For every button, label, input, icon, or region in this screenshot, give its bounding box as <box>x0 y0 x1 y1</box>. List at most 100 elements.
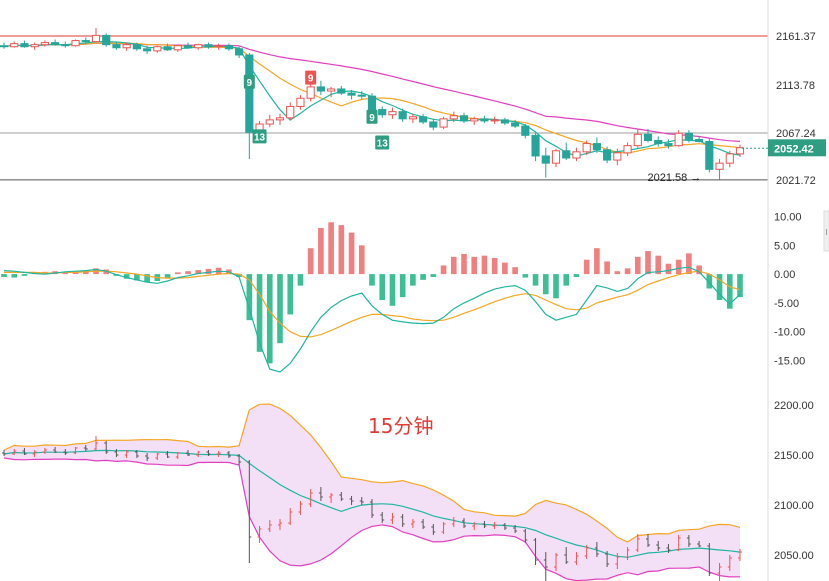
ma-slow-line <box>3 42 741 142</box>
candle-body <box>61 44 70 47</box>
bollinger-lower-line <box>3 457 741 581</box>
boll-tick-label: 2200.00 <box>774 400 814 412</box>
candle-body <box>235 48 244 56</box>
candle-body <box>337 88 346 94</box>
candle-body <box>286 105 295 119</box>
macd-histogram-bar <box>389 274 396 306</box>
macd-histogram-bar <box>1 274 7 277</box>
candle-body <box>603 149 612 161</box>
macd-dea-line <box>4 270 741 338</box>
macd-histogram-bar <box>604 261 610 275</box>
candle-body <box>633 133 642 147</box>
macd-histogram-bar <box>491 257 498 275</box>
macd-histogram-bar <box>522 274 529 278</box>
macd-histogram-bar <box>563 274 570 286</box>
macd-histogram-bar <box>512 267 518 275</box>
candle-body <box>715 162 724 170</box>
timeframe-caption: 15分钟 <box>368 414 433 438</box>
candle-body <box>224 45 233 50</box>
candle-body <box>183 45 193 49</box>
candle-body <box>102 34 111 46</box>
boll-tick-label: 2150.00 <box>774 450 814 462</box>
candle-body <box>327 88 336 92</box>
candle-body <box>30 44 39 48</box>
scroll-handle[interactable] <box>823 210 829 252</box>
candle-body <box>122 44 131 49</box>
candle-body <box>459 115 469 122</box>
macd-histogram-bar <box>307 248 314 275</box>
candle-body <box>582 143 591 153</box>
candle-body <box>419 116 428 123</box>
macd-histogram-bar <box>205 268 212 275</box>
candle-body <box>388 111 397 116</box>
macd-histogram-bar <box>696 265 702 275</box>
macd-histogram-bar <box>369 274 375 286</box>
candle-body <box>531 134 540 157</box>
candle-body <box>470 118 479 122</box>
bollinger-upper-line <box>3 403 741 543</box>
price-tick-label: 2067.24 <box>776 128 816 140</box>
macd-tick-label: 5.00 <box>774 240 795 252</box>
macd-histogram-bar <box>532 274 539 286</box>
candle-body <box>398 111 407 120</box>
candle-body <box>40 42 49 46</box>
macd-tick-label: 10.00 <box>774 212 802 224</box>
candle-body <box>163 46 172 51</box>
candle-body <box>643 133 653 141</box>
macd-histogram-bar <box>716 274 723 301</box>
macd-histogram-bar <box>195 270 202 275</box>
candle-body <box>214 45 223 48</box>
candle-body <box>705 141 714 170</box>
price-tick-label: 2021.72 <box>776 175 816 187</box>
macd-histogram-bar <box>410 274 416 286</box>
candle-body <box>592 143 601 151</box>
td-signal-badge <box>243 74 255 89</box>
candle-body <box>562 150 571 159</box>
boll-tick-label: 2100.00 <box>774 500 814 512</box>
candle-body <box>572 151 581 159</box>
candle-body <box>480 118 489 122</box>
macd-histogram-bar <box>583 259 590 275</box>
candle-body <box>367 95 377 111</box>
td-signal-label: 9 <box>369 113 375 124</box>
macd-histogram-bar <box>634 256 641 275</box>
candle-body <box>316 86 325 92</box>
macd-histogram-bar <box>686 253 692 275</box>
candle-body <box>306 86 315 99</box>
macd-histogram-bar <box>481 255 488 275</box>
price-tick-label: 2161.37 <box>776 31 816 43</box>
candle-body <box>143 48 152 52</box>
td-signal-label: 13 <box>377 139 389 150</box>
candle-body <box>623 145 632 154</box>
candle-body <box>0 45 9 48</box>
macd-histogram-bar <box>542 274 549 295</box>
candle-body <box>408 116 417 120</box>
bollinger-panel: 2200.00 2150.00 2100.00 2050.00 <box>2 400 814 581</box>
macd-histogram-bar <box>348 232 355 275</box>
candle-body <box>551 150 561 164</box>
macd-histogram-bar <box>123 274 130 279</box>
candle-body <box>153 46 162 52</box>
macd-histogram-bar <box>440 265 447 275</box>
candle-body <box>695 138 704 143</box>
macd-histogram-bar <box>21 274 28 276</box>
candle-body <box>204 44 213 48</box>
price-tag-box <box>768 139 826 157</box>
candle-body <box>347 92 356 96</box>
macd-histogram-bar <box>553 274 559 299</box>
macd-histogram-bar <box>665 263 672 275</box>
macd-histogram-bar <box>726 274 733 309</box>
macd-histogram-bar <box>461 253 467 275</box>
current-price-tag: 2052.42 <box>774 143 814 155</box>
macd-histogram-bar <box>318 228 324 275</box>
macd-histogram-bar <box>246 274 253 321</box>
macd-histogram-bar <box>594 248 600 275</box>
candle-body <box>112 44 121 49</box>
macd-histogram-bar <box>430 274 437 277</box>
price-tick-label: 2113.78 <box>776 80 815 92</box>
macd-histogram-bar <box>144 274 150 283</box>
candle-body <box>378 109 387 116</box>
macd-histogram-bar <box>379 274 386 301</box>
candle-body <box>357 94 366 97</box>
macd-histogram-bar <box>645 251 651 275</box>
